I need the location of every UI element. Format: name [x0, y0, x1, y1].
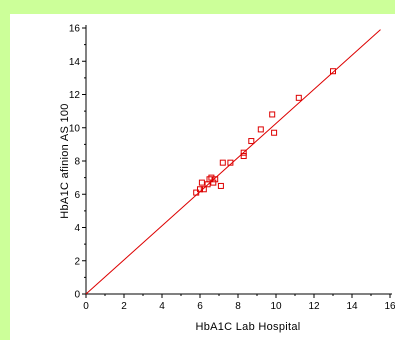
x-tick-label: 8: [235, 301, 241, 312]
data-point: [217, 182, 224, 189]
data-point: [212, 176, 219, 183]
y-tick-label: 4: [74, 223, 80, 234]
x-tick-label: 10: [270, 301, 282, 312]
data-point: [200, 186, 207, 193]
x-tick-label: 0: [83, 301, 89, 312]
data-point: [257, 126, 264, 133]
y-axis-title: HbA1C afinion AS 100: [59, 103, 71, 218]
data-point: [240, 153, 247, 160]
data-point: [271, 129, 278, 136]
data-point: [210, 179, 217, 186]
data-point: [295, 94, 302, 101]
y-tick-label: 12: [69, 90, 81, 101]
x-tick-label: 6: [197, 301, 203, 312]
data-point: [206, 176, 213, 183]
x-tick-label: 4: [159, 301, 165, 312]
x-tick-label: 14: [346, 301, 358, 312]
y-tick-label: 0: [74, 290, 80, 301]
data-point: [227, 159, 234, 166]
y-tick-label: 14: [69, 57, 81, 68]
data-point: [197, 186, 203, 193]
data-point: [269, 111, 276, 118]
data-point: [248, 138, 255, 145]
x-tick-label: 2: [121, 301, 127, 312]
data-point: [198, 179, 205, 186]
y-tick-label: 6: [74, 190, 80, 201]
y-tick-label: 10: [69, 123, 81, 134]
y-tick-label: 2: [74, 256, 80, 267]
x-tick-label: 16: [384, 301, 395, 312]
y-tick-label: 8: [74, 157, 80, 168]
data-point: [193, 189, 200, 196]
x-axis-title: HbA1C Lab Hospital: [195, 321, 300, 333]
data-point: [219, 159, 226, 166]
x-tick-label: 12: [308, 301, 320, 312]
data-point: [240, 149, 247, 156]
y-tick-label: 16: [69, 24, 81, 35]
data-point: [330, 68, 336, 75]
